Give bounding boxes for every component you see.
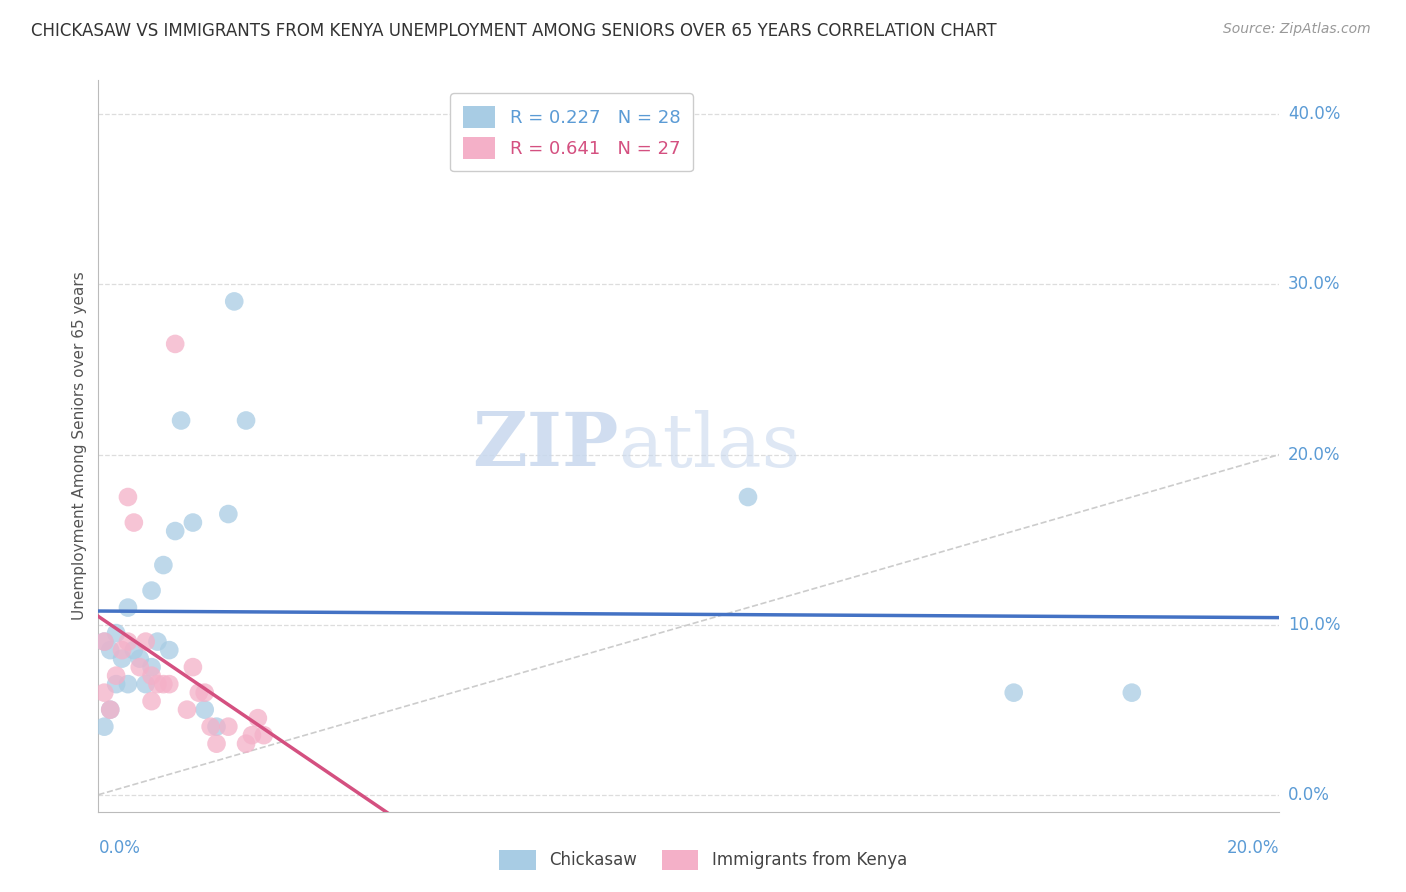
Point [93,686,115,700]
Point [253,728,276,742]
Point [1121,686,1143,700]
Point [117,490,139,504]
Point [93,634,115,648]
Point [737,490,759,504]
Point [165,337,187,351]
Point [152,677,174,691]
Text: atlas: atlas [619,409,800,483]
Point [157,643,180,657]
Point [128,660,150,674]
Text: Source: ZipAtlas.com: Source: ZipAtlas.com [1223,22,1371,37]
Point [235,413,257,427]
Point [122,643,145,657]
Point [105,677,128,691]
Y-axis label: Unemployment Among Seniors over 65 years: Unemployment Among Seniors over 65 years [72,272,87,620]
Point [146,677,169,691]
Point [135,634,157,648]
Point [181,516,204,530]
Point [122,516,145,530]
Point [157,677,180,691]
Legend: Chickasaw, Immigrants from Kenya: Chickasaw, Immigrants from Kenya [492,843,914,877]
Point [1002,686,1025,700]
Point [187,686,209,700]
Point [98,703,121,717]
Text: 0.0%: 0.0% [98,839,141,857]
Point [235,737,257,751]
Point [117,677,139,691]
Point [194,686,217,700]
Text: CHICKASAW VS IMMIGRANTS FROM KENYA UNEMPLOYMENT AMONG SENIORS OVER 65 YEARS CORR: CHICKASAW VS IMMIGRANTS FROM KENYA UNEMP… [31,22,997,40]
Point [141,668,163,682]
Legend: R = 0.227   N = 28, R = 0.641   N = 27: R = 0.227 N = 28, R = 0.641 N = 27 [450,93,693,171]
Point [205,737,228,751]
Point [105,668,128,682]
Point [152,558,174,572]
Point [176,703,198,717]
Point [217,507,239,521]
Point [181,660,204,674]
Point [98,643,121,657]
Point [205,720,228,734]
Point [105,626,128,640]
Point [200,720,222,734]
Text: 40.0%: 40.0% [1288,105,1340,123]
Point [135,677,157,691]
Point [98,703,121,717]
Point [240,728,263,742]
Point [93,634,115,648]
Point [117,600,139,615]
Text: 0.0%: 0.0% [1288,786,1330,804]
Point [117,634,139,648]
Point [194,703,217,717]
Point [146,634,169,648]
Text: 20.0%: 20.0% [1288,445,1340,464]
Point [128,651,150,665]
Point [217,720,239,734]
Point [93,720,115,734]
Point [246,711,269,725]
Point [141,583,163,598]
Point [141,694,163,708]
Text: 30.0%: 30.0% [1288,276,1340,293]
Text: 20.0%: 20.0% [1227,839,1279,857]
Text: ZIP: ZIP [471,409,619,483]
Point [111,643,134,657]
Text: 10.0%: 10.0% [1288,615,1340,633]
Point [141,660,163,674]
Point [111,651,134,665]
Point [165,524,187,538]
Point [224,294,246,309]
Point [170,413,193,427]
